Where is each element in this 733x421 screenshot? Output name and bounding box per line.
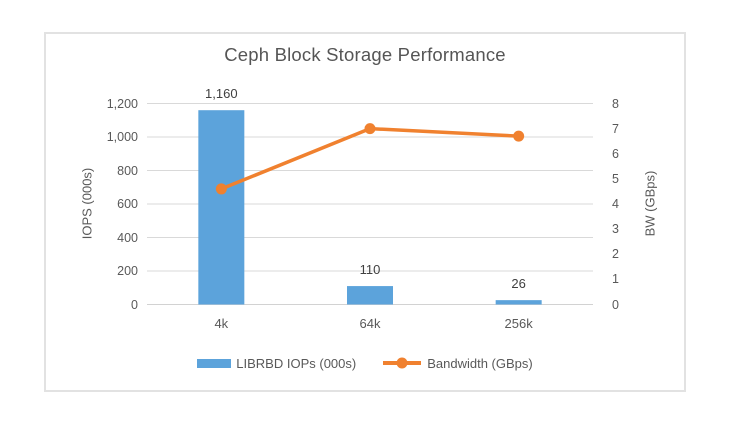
x-axis-label: 64k [359, 316, 381, 331]
left-axis-tick: 600 [117, 197, 138, 211]
bar-value-label: 1,160 [205, 86, 238, 102]
left-axis-tick: 200 [117, 264, 138, 278]
left-axis-tick: 0 [131, 297, 138, 312]
right-axis-tick: 3 [612, 222, 619, 237]
right-axis-tick: 2 [612, 247, 619, 262]
left-axis-tick: 1,000 [106, 130, 138, 144]
chart-title: Ceph Block Storage Performance [224, 44, 506, 65]
legend-item-bandwidth: Bandwidth (GBps) [382, 356, 533, 371]
bar-4k [198, 110, 245, 305]
bandwidth-point-64k [364, 123, 376, 135]
bandwidth-point-256k [513, 130, 525, 142]
bandwidth-line [219, 126, 521, 191]
left-axis-tick: 1,200 [106, 96, 138, 111]
legend-label-iops: LIBRBD IOPs (000s) [236, 355, 357, 371]
right-axis-tick: 5 [612, 171, 619, 186]
bar-value-label: 110 [359, 262, 381, 278]
right-axis-tick: 4 [612, 197, 619, 211]
x-axis-label: 4k [214, 316, 229, 331]
line-series-swatch-icon [383, 357, 422, 369]
left-axis-tick: 400 [117, 230, 138, 245]
right-axis-tick: 8 [612, 96, 619, 111]
bar-value-label: 26 [511, 276, 526, 292]
right-axis-tick: 0 [612, 297, 619, 312]
bar-256k [495, 300, 542, 305]
bandwidth-point-4k [215, 183, 227, 195]
right-axis-tick: 1 [612, 272, 619, 287]
right-axis-tick: 6 [612, 146, 619, 161]
legend: LIBRBD IOPs (000s) Bandwidth (GBps) [44, 352, 686, 374]
legend-label-bandwidth: Bandwidth (GBps) [427, 355, 533, 371]
chart-frame [44, 32, 686, 392]
legend-item-iops: LIBRBD IOPs (000s) [197, 356, 356, 371]
bar-64k [347, 286, 393, 305]
bar-series-swatch-icon [197, 358, 232, 368]
right-axis-tick: 7 [612, 121, 619, 136]
x-axis-label: 256k [504, 316, 533, 331]
left-axis-tick: 800 [117, 163, 138, 178]
